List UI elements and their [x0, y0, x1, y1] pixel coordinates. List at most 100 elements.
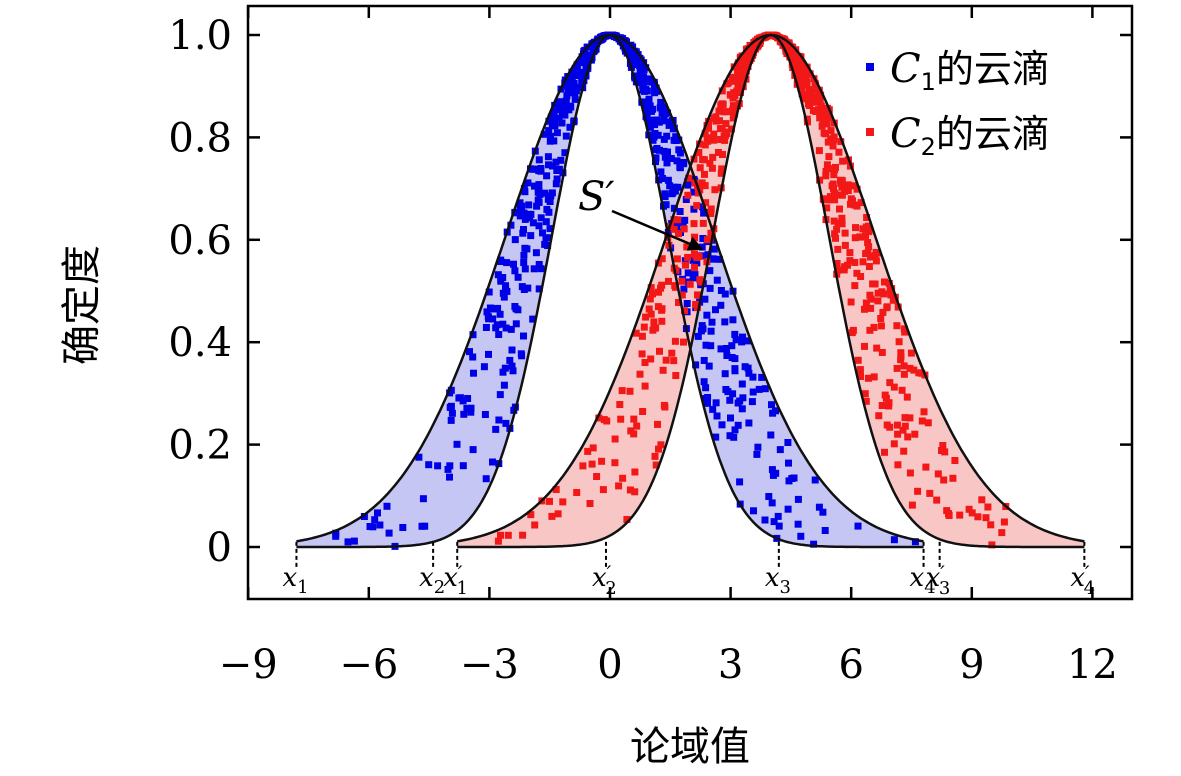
- cloud-drop: [482, 475, 490, 483]
- cloud-drop: [943, 507, 951, 515]
- cloud-drop: [647, 310, 655, 318]
- cloud-drop: [748, 398, 756, 406]
- cloud-drop: [861, 305, 868, 313]
- cloud-drop: [668, 349, 676, 357]
- cloud-drop: [661, 403, 669, 411]
- cloud-drop: [840, 266, 848, 274]
- cloud-drop: [768, 499, 776, 507]
- cloud-drop: [497, 531, 504, 539]
- cloud-drop: [658, 255, 666, 263]
- cloud-drop: [654, 420, 661, 428]
- cloud-drop: [503, 259, 511, 267]
- cloud-drop: [555, 98, 563, 106]
- cloud-drop: [548, 512, 556, 520]
- cloud-drop: [469, 331, 477, 339]
- cloud-drop: [727, 125, 735, 133]
- cloud-drop: [732, 336, 740, 344]
- cloud-drop: [720, 132, 728, 140]
- cloud-drop: [874, 289, 882, 297]
- cloud-drop: [786, 48, 794, 56]
- cloud-drop: [898, 386, 906, 394]
- cloud-drop: [572, 87, 580, 95]
- cloud-drop: [830, 133, 838, 141]
- intersection-annotation: S′: [578, 174, 704, 251]
- cloud-drop: [717, 169, 725, 177]
- cloud-drop: [511, 267, 519, 275]
- cloud-drop: [572, 71, 580, 79]
- cloud-drop: [837, 179, 845, 187]
- cloud-drop: [494, 304, 502, 312]
- legend-swatch-c2: [866, 128, 874, 136]
- cloud-drop: [670, 357, 678, 365]
- cloud-drop: [548, 189, 556, 197]
- cloud-drop: [542, 218, 550, 226]
- cloud-drop: [545, 117, 553, 125]
- cloud-drop: [906, 469, 914, 477]
- cloud-drop: [667, 155, 675, 162]
- cloud-drop: [702, 199, 710, 207]
- cloud-drop: [853, 269, 861, 277]
- cloud-drop: [701, 130, 709, 138]
- cloud-drop: [670, 204, 678, 212]
- cloud-drop: [509, 367, 517, 375]
- cloud-drop: [702, 341, 710, 349]
- cloud-drop: [734, 421, 742, 429]
- cloud-drop: [360, 513, 368, 520]
- cloud-drop: [830, 184, 837, 192]
- cloud-drop: [718, 421, 726, 429]
- y-tick-label: 0.2: [168, 423, 232, 469]
- cloud-drop: [617, 415, 625, 423]
- cloud-drop: [821, 527, 829, 534]
- cloud-drop: [568, 78, 576, 86]
- x-tick-label: 12: [1067, 642, 1118, 688]
- cloud-drop: [537, 265, 545, 273]
- cloud-drop: [510, 406, 518, 414]
- cloud-drop: [893, 421, 901, 429]
- cloud-drop: [867, 304, 875, 312]
- cloud-drop: [531, 165, 538, 173]
- cloud-drop: [984, 503, 992, 511]
- cloud-drop: [464, 395, 472, 402]
- cloud-drop: [684, 253, 692, 261]
- cloud-drop: [639, 82, 647, 90]
- cloud-drop: [523, 211, 531, 219]
- cloud-drop: [706, 284, 714, 292]
- cloud-drop: [463, 404, 471, 412]
- cloud-drop: [712, 433, 720, 441]
- cloud-drop: [886, 379, 894, 387]
- cloud-drop: [723, 128, 731, 136]
- cloud-drop: [501, 364, 509, 372]
- cloud-drop: [831, 166, 839, 174]
- cloud-drop: [524, 284, 532, 292]
- cloud-drop: [904, 433, 912, 441]
- cloud-drop: [854, 522, 862, 530]
- cloud-drop: [704, 399, 711, 407]
- cloud-drop: [552, 486, 560, 493]
- cloud-drop: [736, 68, 744, 75]
- cloud-drop: [793, 55, 801, 63]
- cloud-drop: [826, 193, 834, 201]
- cloud-drop: [531, 182, 538, 190]
- cloud-drop: [532, 249, 540, 257]
- legend-swatch-c1: [866, 63, 874, 71]
- cloud-drop: [951, 457, 959, 464]
- cloud-drop: [883, 304, 891, 312]
- cloud-drop: [516, 205, 524, 213]
- cloud-drop: [691, 264, 698, 271]
- boundary-label: x3: [765, 563, 791, 598]
- cloud-drop: [467, 404, 475, 412]
- cloud-drop: [722, 120, 730, 128]
- cloud-drop: [527, 165, 534, 173]
- cloud-drop: [794, 75, 801, 83]
- cloud-drop: [553, 129, 561, 137]
- cloud-drop: [559, 498, 567, 506]
- cloud-drop: [727, 414, 734, 422]
- cloud-drop: [630, 61, 638, 68]
- cloud-drop: [499, 368, 507, 376]
- cloud-drop: [741, 363, 749, 371]
- cloud-drop: [496, 391, 504, 399]
- cloud-drop: [709, 405, 717, 413]
- cloud-drop: [694, 332, 702, 340]
- cloud-drop: [682, 261, 689, 269]
- cloud-drop: [494, 271, 502, 279]
